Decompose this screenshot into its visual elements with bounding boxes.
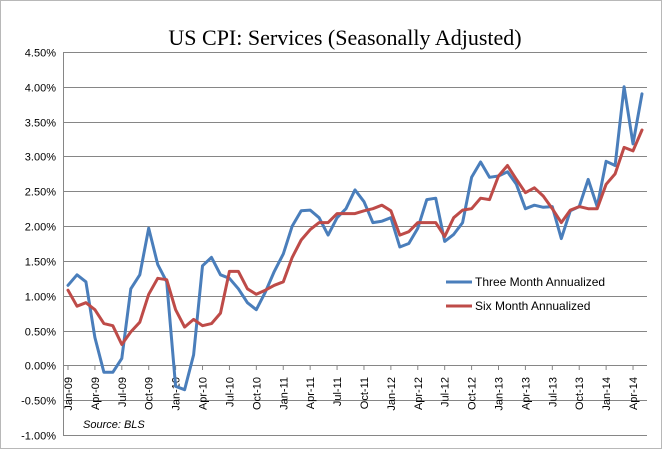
x-tick-label: Jul-10 xyxy=(224,377,236,407)
x-tick-label: Apr-14 xyxy=(628,377,640,410)
source-note: Source: BLS xyxy=(83,419,145,431)
x-tick-label: Oct-11 xyxy=(359,377,371,409)
y-tick-label: 2.50% xyxy=(25,187,56,199)
y-tick-label: 4.00% xyxy=(25,83,56,95)
x-tick-label: Jan-10 xyxy=(171,377,183,411)
y-tick-label: 3.50% xyxy=(25,118,56,130)
x-axis: Jan-09 Apr-09 Jul-09 Oct-09 Jan-10 Apr-10 Jul-… xyxy=(63,365,647,411)
y-tick-label: 1.50% xyxy=(25,257,56,269)
x-tick-label: Jan-09 xyxy=(63,377,75,411)
x-tick-label: Oct-13 xyxy=(574,377,586,410)
y-tick-label: 4.50% xyxy=(25,48,56,60)
x-tick-label: Apr-11 xyxy=(305,377,317,409)
series-line-three-month xyxy=(66,85,644,392)
legend-label-three-month: Three Month Annualized xyxy=(475,275,605,289)
x-tick-label: Jan-13 xyxy=(494,377,506,411)
y-tick-label: 3.00% xyxy=(25,152,56,164)
x-tick-label: Jan-12 xyxy=(386,377,398,411)
x-tick-label: Jul-12 xyxy=(440,377,452,407)
x-tick-label: Apr-10 xyxy=(198,377,210,410)
chart-title: US CPI: Services (Seasonally Adjusted) xyxy=(168,25,521,50)
y-tick-label: -1.00% xyxy=(21,431,56,443)
legend: Three Month Annualized Six Month Annuali… xyxy=(446,275,605,313)
y-axis: -1.00% -0.50% 0.00% 0.50% 1.00% 1.50% 2.00% 2.5… xyxy=(21,48,64,443)
y-tick-label: 0.00% xyxy=(25,361,56,373)
y-tick-label: 0.50% xyxy=(25,327,56,339)
x-tick-label: Oct-12 xyxy=(467,377,479,410)
y-tick-label: 1.00% xyxy=(25,292,56,304)
x-tick-label: Apr-13 xyxy=(520,377,532,410)
x-tick-label: Apr-12 xyxy=(413,377,425,410)
x-tick-label: Jan-11 xyxy=(278,377,290,410)
x-tick-label: Apr-09 xyxy=(90,377,102,410)
x-tick-label: Oct-09 xyxy=(144,377,156,410)
x-tick-label: Jul-11 xyxy=(332,377,344,406)
x-tick-label: Oct-10 xyxy=(251,377,263,410)
y-tick-label: -0.50% xyxy=(21,396,56,408)
x-tick-label: Jul-13 xyxy=(547,377,559,407)
legend-label-six-month: Six Month Annualized xyxy=(475,299,590,313)
y-tick-label: 2.00% xyxy=(25,222,56,234)
series-lines xyxy=(66,85,644,392)
x-tick-label: Jul-09 xyxy=(117,377,129,407)
x-tick-label: Jan-14 xyxy=(601,377,613,411)
series-line-six-month xyxy=(66,128,644,346)
